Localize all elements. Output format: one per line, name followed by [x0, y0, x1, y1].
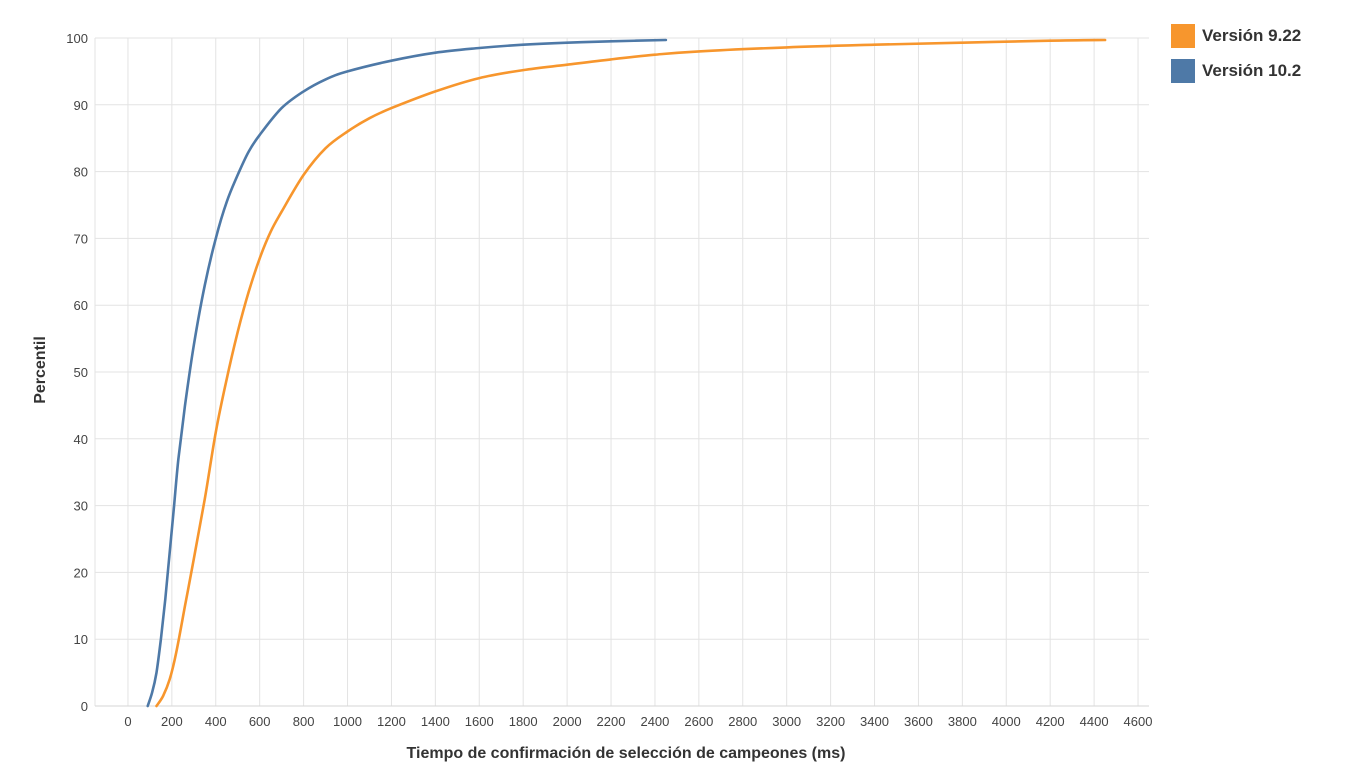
series-line-1	[155, 38, 1107, 708]
y-tick-label: 100	[66, 31, 88, 46]
y-tick-label: 20	[74, 565, 88, 580]
x-tick-label: 4600	[1124, 714, 1153, 729]
series-line-2	[146, 38, 668, 708]
y-tick-label: 10	[74, 632, 88, 647]
x-axis-title: Tiempo de confirmación de selección de c…	[407, 745, 846, 762]
x-tick-label: 3600	[904, 714, 933, 729]
y-tick-label: 60	[74, 298, 88, 313]
x-tick-label: 1400	[421, 714, 450, 729]
y-axis-title: Percentil	[32, 336, 49, 404]
legend: Versión 9.22 Versión 10.2	[1171, 24, 1301, 94]
x-tick-label: 3000	[772, 714, 801, 729]
legend-label: Versión 9.22	[1202, 26, 1302, 45]
legend-item-series-1[interactable]: Versión 9.22	[1171, 24, 1301, 48]
x-tick-label: 200	[161, 714, 183, 729]
x-axis-ticks: 0 200 400 600 800 1000 1200 1400 1600 1800 2000 220…	[124, 714, 1152, 729]
x-tick-label: 4200	[1036, 714, 1065, 729]
y-tick-label: 30	[74, 499, 88, 514]
y-tick-label: 90	[74, 98, 88, 113]
x-tick-label: 1000	[333, 714, 362, 729]
x-tick-label: 1600	[465, 714, 494, 729]
x-tick-label: 3200	[816, 714, 845, 729]
x-tick-label: 2800	[728, 714, 757, 729]
x-tick-label: 0	[124, 714, 131, 729]
x-tick-label: 800	[293, 714, 315, 729]
x-tick-label: 4400	[1080, 714, 1109, 729]
legend-label: Versión 10.2	[1202, 61, 1302, 80]
y-tick-label: 70	[74, 231, 88, 246]
x-tick-label: 2200	[597, 714, 626, 729]
chart-grid	[94, 37, 1149, 707]
x-tick-label: 400	[205, 714, 227, 729]
y-tick-label: 0	[81, 699, 88, 714]
x-tick-label: 2600	[684, 714, 713, 729]
x-tick-label: 1800	[509, 714, 538, 729]
x-tick-label: 4000	[992, 714, 1021, 729]
x-tick-label: 1200	[377, 714, 406, 729]
x-tick-label: 600	[249, 714, 271, 729]
x-tick-label: 2400	[640, 714, 669, 729]
x-tick-label: 2000	[553, 714, 582, 729]
y-tick-label: 50	[74, 365, 88, 380]
x-tick-label: 3400	[860, 714, 889, 729]
y-tick-label: 40	[74, 432, 88, 447]
y-tick-label: 80	[74, 165, 88, 180]
legend-swatch	[1171, 24, 1195, 48]
x-tick-label: 3800	[948, 714, 977, 729]
y-axis-ticks: 0 10 20 30 40 50 60 70 80 90 100	[66, 31, 88, 714]
series-lines	[146, 38, 1107, 708]
legend-swatch	[1171, 59, 1195, 83]
legend-item-series-2[interactable]: Versión 10.2	[1171, 59, 1301, 83]
